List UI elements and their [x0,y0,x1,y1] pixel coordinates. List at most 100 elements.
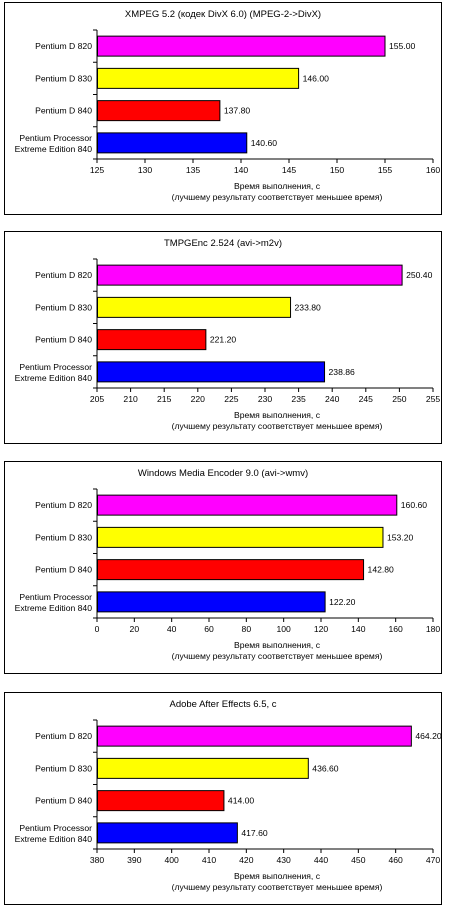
x-tick-label: 155 [378,165,393,175]
category-label: Pentium Processor [19,823,92,833]
value-label: 414.00 [228,796,255,806]
x-tick-label: 0 [95,624,100,634]
chart-panel-after-effects: Adobe After Effects 6.5, с 380 390 400 410 42… [4,692,442,905]
bar [97,132,248,154]
category-label: Pentium D 830 [35,302,92,312]
value-label: 221.20 [210,335,237,345]
chart-svg: Windows Media Encoder 9.0 (avi->wmv) 0 20 4… [15,468,441,661]
chart-title: XMPEG 5.2 (кодек DivX 6.0) (MPEG-2->DivX… [125,9,321,20]
x-tick-label: 420 [239,855,254,865]
category-label: Pentium D 820 [35,270,92,280]
x-tick-label: 120 [314,624,329,634]
bar [97,296,292,318]
x-tick-label: 130 [138,165,153,175]
x-tick-label: 430 [276,855,291,865]
x-tick-label: 80 [242,624,252,634]
category-label: Pentium Processor [19,362,92,372]
x-axis-title: (лучшему результату соответствует меньше… [172,192,383,202]
value-label: 160.60 [401,500,428,510]
bar [97,822,238,844]
x-tick-label: 215 [157,394,172,404]
category-label: Pentium D 820 [35,731,92,741]
x-tick-label: 230 [258,394,273,404]
x-tick-label: 235 [291,394,306,404]
category-label: Pentium D 830 [35,73,92,83]
x-tick-label: 390 [127,855,142,865]
category-label: Extreme Edition 840 [15,373,93,383]
x-tick-label: 60 [204,624,214,634]
x-tick-label: 135 [186,165,201,175]
category-label: Pentium D 820 [35,41,92,51]
chart-title: Windows Media Encoder 9.0 (avi->wmv) [138,468,308,479]
x-axis-title: Время выполнения, с [234,181,321,191]
x-axis-title: Время выполнения, с [234,410,321,420]
x-tick-label: 470 [426,855,441,865]
x-tick-label: 245 [359,394,374,404]
value-label: 464.20 [415,731,441,741]
category-label: Pentium D 840 [35,565,92,575]
x-tick-label: 125 [90,165,105,175]
x-tick-label: 40 [167,624,177,634]
x-tick-label: 140 [351,624,366,634]
bar [97,67,300,89]
value-label: 436.60 [312,763,339,773]
x-tick-label: 160 [388,624,403,634]
x-axis-title: Время выполнения, с [234,640,321,650]
category-label: Pentium D 820 [35,500,92,510]
chart-svg: TMPGEnc 2.524 (avi->m2v) 205 210 215 220 225 2… [15,238,441,431]
x-tick-label: 160 [426,165,441,175]
category-label: Pentium D 840 [35,106,92,116]
bar [97,757,309,779]
category-label: Extreme Edition 840 [15,834,93,844]
category-label: Pentium D 840 [35,335,92,345]
value-label: 417.60 [241,828,268,838]
x-tick-label: 205 [90,394,105,404]
value-label: 250.40 [406,270,433,280]
chart-panel-wme: Windows Media Encoder 9.0 (avi->wmv) 0 20 4… [4,461,442,674]
x-tick-label: 440 [314,855,329,865]
value-label: 140.60 [251,138,278,148]
x-tick-label: 380 [90,855,105,865]
value-label: 155.00 [389,41,416,51]
bar [97,361,326,383]
x-tick-label: 145 [282,165,297,175]
x-tick-label: 220 [191,394,206,404]
value-label: 142.80 [368,565,395,575]
chart-svg: Adobe After Effects 6.5, с 380 390 400 410 42… [15,699,441,892]
x-tick-label: 140 [234,165,249,175]
x-tick-label: 460 [388,855,403,865]
bar [97,725,412,747]
x-axis-title: (лучшему результату соответствует меньше… [172,882,383,892]
value-label: 137.80 [224,106,251,116]
category-label: Pentium D 830 [35,532,92,542]
value-label: 153.20 [387,532,414,542]
x-axis-title: Время выполнения, с [234,871,321,881]
category-label: Pentium Processor [19,592,92,602]
x-tick-label: 410 [202,855,217,865]
x-tick-label: 250 [392,394,407,404]
bar [97,329,207,351]
bar [97,790,225,812]
value-label: 233.80 [295,302,322,312]
chart-panel-tmpgenc: TMPGEnc 2.524 (avi->m2v) 205 210 215 220 225 2… [4,231,442,444]
x-tick-label: 225 [224,394,239,404]
x-tick-label: 240 [325,394,340,404]
bar [97,100,221,122]
x-axis-title: (лучшему результату соответствует меньше… [172,651,383,661]
x-tick-label: 255 [426,394,441,404]
chart-title: TMPGEnc 2.524 (avi->m2v) [164,238,282,249]
category-label: Extreme Edition 840 [15,144,93,154]
chart-panel-xmpeg: XMPEG 5.2 (кодек DivX 6.0) (MPEG-2->DivX… [4,2,442,215]
x-tick-label: 150 [330,165,345,175]
bar [97,264,403,286]
category-label: Extreme Edition 840 [15,603,93,613]
x-tick-label: 210 [123,394,138,404]
value-label: 238.86 [329,367,356,377]
x-axis-title: (лучшему результату соответствует меньше… [172,421,383,431]
category-label: Pentium Processor [19,133,92,143]
x-tick-label: 450 [351,855,366,865]
chart-title: Adobe After Effects 6.5, с [169,699,276,710]
x-tick-label: 100 [276,624,291,634]
value-label: 146.00 [303,73,330,83]
x-tick-label: 20 [130,624,140,634]
